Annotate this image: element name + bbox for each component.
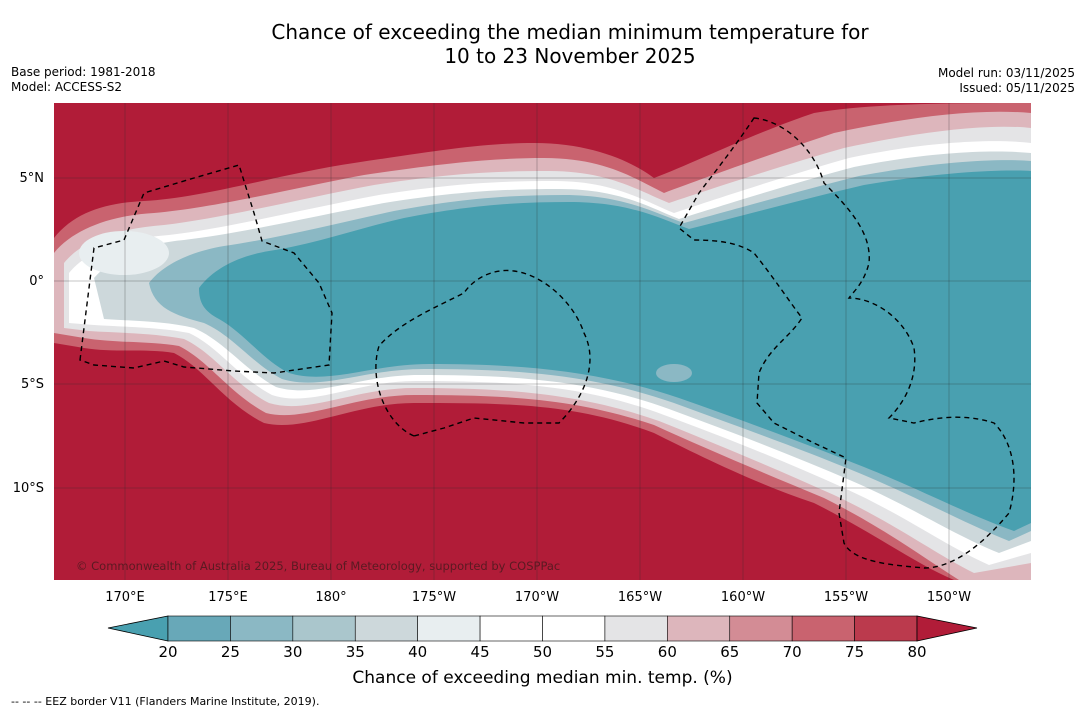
- colorbar: [107, 615, 978, 642]
- colorbar-cell: [854, 615, 918, 642]
- colorbar-cell: [479, 615, 543, 642]
- colorbar-cell: [729, 615, 793, 642]
- map-svg: [54, 103, 1031, 580]
- colorbar-tick-label: 80: [907, 643, 927, 661]
- colorbar-cell: [167, 615, 231, 642]
- colorbar-high-extend: [916, 615, 978, 642]
- lon-label-170e: 170°E: [105, 590, 145, 605]
- lon-label-160w: 160°W: [720, 590, 766, 605]
- contour-20: [199, 170, 1031, 531]
- lon-label-150w: 150°W: [926, 590, 972, 605]
- title-line-1: Chance of exceeding the median minimum t…: [271, 20, 869, 44]
- meta-left: Base period: 1981-2018 Model: ACCESS-S2: [11, 65, 156, 95]
- lat-label-0: 0°: [29, 274, 44, 289]
- colorbar-tick-label: 40: [408, 643, 428, 661]
- colorbar-tick-label: 50: [532, 643, 553, 661]
- colorbar-cell: [230, 615, 294, 642]
- colorbar-tick-label: 55: [595, 643, 615, 661]
- colorbar-cell: [604, 615, 668, 642]
- colorbar-tick-label: 20: [158, 643, 178, 661]
- lat-label-5n: 5°N: [19, 171, 45, 186]
- lon-label-180: 180°: [315, 590, 347, 605]
- lat-label-10s: 10°S: [12, 481, 44, 496]
- cool-spot: [656, 364, 692, 382]
- colorbar-title: Chance of exceeding median min. temp. (%…: [352, 668, 733, 688]
- colorbar-cell: [667, 615, 731, 642]
- colorbar-tick-label: 60: [657, 643, 677, 661]
- colorbar-tick-label: 25: [220, 643, 240, 661]
- lat-label-5s: 5°S: [20, 377, 44, 392]
- lon-label-175w: 175°W: [411, 590, 457, 605]
- title-line-2: 10 to 23 November 2025: [444, 44, 696, 68]
- lon-label-165w: 165°W: [617, 590, 663, 605]
- meta-right: Model run: 03/11/2025 Issued: 05/11/2025: [938, 66, 1075, 96]
- colorbar-tick-label: 45: [470, 643, 490, 661]
- chart-title: Chance of exceeding the median minimum t…: [200, 20, 940, 68]
- colorbar-cell: [791, 615, 855, 642]
- colorbar-cell: [542, 615, 606, 642]
- colorbar-tick-label: 65: [720, 643, 740, 661]
- forecast-map: © Commonwealth of Australia 2025, Bureau…: [54, 103, 1031, 580]
- model-run: Model run: 03/11/2025: [937, 66, 1075, 80]
- eez-legend-note: -- -- -- EEZ border V11 (Flanders Marine…: [11, 695, 320, 708]
- colorbar-low-extend: [107, 615, 169, 642]
- warm-patch-west: [79, 231, 169, 275]
- colorbar-cell: [354, 615, 418, 642]
- eez-borders: [79, 117, 1015, 569]
- lon-label-170w: 170°W: [514, 590, 560, 605]
- model-name: Model: ACCESS-S2: [11, 80, 123, 94]
- base-period: Base period: 1981-2018: [11, 65, 156, 79]
- copyright-notice: © Commonwealth of Australia 2025, Bureau…: [76, 559, 561, 573]
- colorbar-tick-label: 35: [345, 643, 365, 661]
- colorbar-cell: [417, 615, 481, 642]
- colorbar-tick-label: 30: [283, 643, 303, 661]
- colorbar-tick-label: 70: [782, 643, 802, 661]
- colorbar-cell: [292, 615, 356, 642]
- issued-date: Issued: 05/11/2025: [959, 81, 1075, 95]
- lon-label-155w: 155°W: [823, 590, 869, 605]
- lon-label-175e: 175°E: [208, 590, 248, 605]
- colorbar-tick-label: 75: [845, 643, 865, 661]
